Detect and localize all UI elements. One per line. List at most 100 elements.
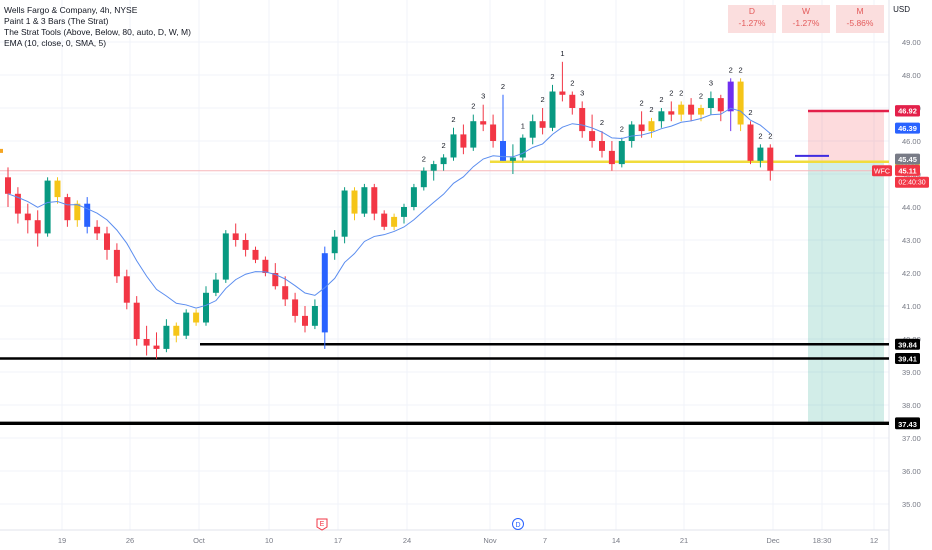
candle-body [143, 339, 150, 346]
candle-body [282, 286, 289, 300]
candle-body [727, 81, 734, 112]
candle [638, 111, 645, 138]
candle-body [658, 111, 665, 122]
candle-body [460, 134, 467, 148]
candle [688, 98, 695, 122]
legend-ema[interactable]: EMA (10, close, 0, SMA, 5) [4, 38, 107, 48]
time-tick-label: 18:30 [813, 536, 832, 545]
strat-label: 2 [640, 98, 644, 107]
strat-label: 2 [600, 118, 604, 127]
candle-body [539, 121, 546, 128]
candle [391, 213, 398, 231]
price-badge: 45.11 [898, 166, 916, 175]
time-tick-label: 12 [870, 536, 878, 545]
candle-body [688, 104, 695, 115]
candle-body [14, 193, 21, 214]
edge-marker [0, 148, 3, 153]
candle-body [737, 81, 744, 125]
time-tick-label: 26 [126, 536, 134, 545]
candle [381, 210, 388, 231]
strat-label: 3 [481, 92, 485, 101]
candle [212, 273, 219, 297]
candle [579, 101, 586, 138]
strat-label: 2 [422, 154, 426, 163]
candle [658, 108, 665, 128]
price-tick-label: 39.00 [902, 368, 921, 377]
candle [203, 286, 209, 326]
candle [173, 322, 180, 343]
candle [470, 114, 477, 151]
candle-body [203, 292, 209, 323]
candle [747, 121, 754, 165]
candle [94, 220, 101, 240]
price-badge: 46.92 [898, 107, 917, 116]
level-badge: 39.84 [898, 340, 918, 349]
candle-body [222, 233, 229, 280]
candle-body [193, 312, 200, 323]
price-tick-label: 46.00 [902, 137, 921, 146]
price-tick-label: 44.00 [902, 203, 921, 212]
candle [401, 203, 407, 224]
candle-body [470, 121, 477, 148]
candle-body [767, 147, 774, 171]
candle-body [678, 104, 685, 115]
stop-loss-zone [808, 110, 884, 162]
candle [430, 160, 437, 181]
tf-monthly-box: M -5.86% [836, 5, 884, 33]
candle [410, 183, 417, 211]
candle-body [579, 108, 586, 132]
candle-body [529, 121, 536, 138]
candle [64, 193, 71, 227]
candle-body [5, 177, 11, 194]
currency-label: USD [893, 5, 910, 14]
candle-body [519, 137, 526, 158]
strat-label: 2 [739, 65, 743, 74]
legend-paint-bars[interactable]: Paint 1 & 3 Bars (The Strat) [4, 16, 109, 26]
candle [608, 141, 615, 171]
legend-strat-tools[interactable]: The Strat Tools (Above, Below, 80, auto,… [4, 27, 191, 37]
candle [678, 101, 685, 122]
candle-body [84, 203, 91, 227]
candle-body [608, 150, 615, 165]
candle-body [747, 124, 754, 161]
price-badge: 45.45 [898, 155, 917, 164]
candle [450, 127, 457, 161]
candle [351, 187, 358, 221]
candle [321, 246, 328, 349]
candle [628, 121, 635, 148]
time-tick-label: 21 [680, 536, 688, 545]
dividend-marker [512, 518, 524, 530]
price-tick-label: 49.00 [902, 38, 921, 47]
strat-label: 3 [580, 88, 584, 97]
candle-body [490, 124, 497, 141]
level-badge-bg [895, 352, 920, 364]
candle-body [341, 190, 348, 237]
strat-label: 2 [451, 115, 455, 124]
candle [262, 256, 269, 277]
candle [222, 230, 229, 283]
strat-label: 2 [699, 92, 703, 101]
time-tick-label: 24 [403, 536, 411, 545]
candle [104, 226, 110, 260]
candle-body [450, 134, 457, 158]
candle-body [24, 213, 31, 221]
candle-body [698, 108, 704, 115]
strat-label: 2 [729, 65, 733, 74]
candle-body [707, 98, 714, 108]
candle-body [509, 157, 516, 161]
candle [529, 114, 536, 145]
legend-symbol[interactable]: Wells Fargo & Company, 4h, NYSE [4, 5, 138, 15]
time-tick-label: Oct [193, 536, 206, 545]
candle [737, 78, 744, 132]
candle-body [252, 249, 259, 260]
tf-weekly-box: W -1.27% [782, 5, 830, 33]
price-tick-label: 43.00 [902, 236, 921, 245]
candle [272, 263, 279, 290]
candle [500, 94, 506, 161]
price-tick-label: 48.00 [902, 71, 921, 80]
candle-body [420, 170, 427, 188]
candle [292, 292, 299, 323]
strat-label: 2 [748, 108, 752, 117]
candle [707, 91, 714, 115]
